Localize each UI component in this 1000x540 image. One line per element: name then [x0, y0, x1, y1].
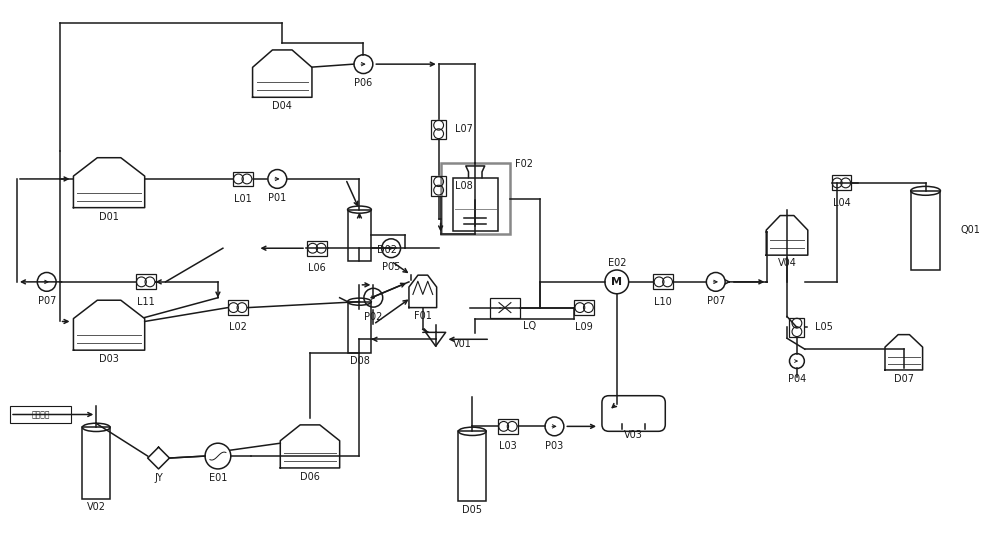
- Text: P07: P07: [707, 296, 725, 306]
- Text: L06: L06: [308, 263, 326, 273]
- Bar: [348, 210, 371, 261]
- Bar: [490, 298, 520, 318]
- Text: F02: F02: [515, 159, 533, 169]
- Text: P02: P02: [364, 312, 383, 321]
- Text: JY: JY: [154, 473, 163, 483]
- Text: L10: L10: [654, 296, 672, 307]
- Text: L09: L09: [575, 322, 593, 333]
- Text: L08: L08: [455, 181, 473, 191]
- Text: P05: P05: [382, 262, 400, 272]
- Bar: [653, 274, 673, 289]
- Text: P06: P06: [354, 78, 373, 88]
- Text: P04: P04: [788, 374, 806, 384]
- Text: D07: D07: [894, 374, 914, 384]
- Text: L05: L05: [815, 322, 833, 333]
- Text: L01: L01: [234, 194, 252, 204]
- Text: D03: D03: [99, 354, 119, 364]
- Bar: [431, 176, 446, 196]
- Bar: [441, 163, 510, 234]
- Bar: [832, 176, 851, 190]
- Text: V04: V04: [778, 258, 796, 268]
- Text: P03: P03: [545, 441, 564, 451]
- Bar: [431, 119, 446, 139]
- Text: P07: P07: [38, 296, 56, 306]
- Text: L11: L11: [137, 296, 155, 307]
- Text: D08: D08: [350, 356, 369, 366]
- Bar: [789, 318, 804, 338]
- Text: D05: D05: [462, 504, 482, 515]
- Bar: [911, 191, 940, 270]
- Bar: [574, 300, 594, 315]
- Text: L03: L03: [499, 441, 517, 451]
- Text: D01: D01: [99, 212, 119, 221]
- Text: V01: V01: [452, 339, 471, 349]
- Bar: [233, 172, 253, 186]
- Text: P01: P01: [268, 193, 286, 203]
- Bar: [307, 241, 327, 255]
- Text: M: M: [611, 277, 622, 287]
- Bar: [453, 178, 498, 231]
- Text: V03: V03: [624, 430, 643, 440]
- Text: E02: E02: [608, 258, 626, 268]
- Text: D02: D02: [377, 245, 397, 255]
- Bar: [10, 406, 71, 423]
- Text: L04: L04: [833, 198, 850, 208]
- Bar: [136, 274, 156, 289]
- Bar: [458, 431, 486, 501]
- Bar: [348, 302, 371, 353]
- Text: V02: V02: [87, 502, 106, 511]
- Text: L02: L02: [229, 322, 247, 333]
- Text: D06: D06: [300, 472, 320, 482]
- Bar: [498, 419, 518, 434]
- Text: D04: D04: [272, 101, 292, 111]
- Bar: [82, 427, 110, 498]
- Text: E01: E01: [209, 473, 227, 483]
- Text: Q01: Q01: [960, 225, 980, 235]
- Text: LQ: LQ: [523, 321, 536, 332]
- Text: F01: F01: [414, 310, 432, 321]
- Bar: [228, 300, 248, 315]
- Text: L07: L07: [455, 124, 473, 134]
- Text: 含氮气体: 含氮气体: [32, 410, 50, 419]
